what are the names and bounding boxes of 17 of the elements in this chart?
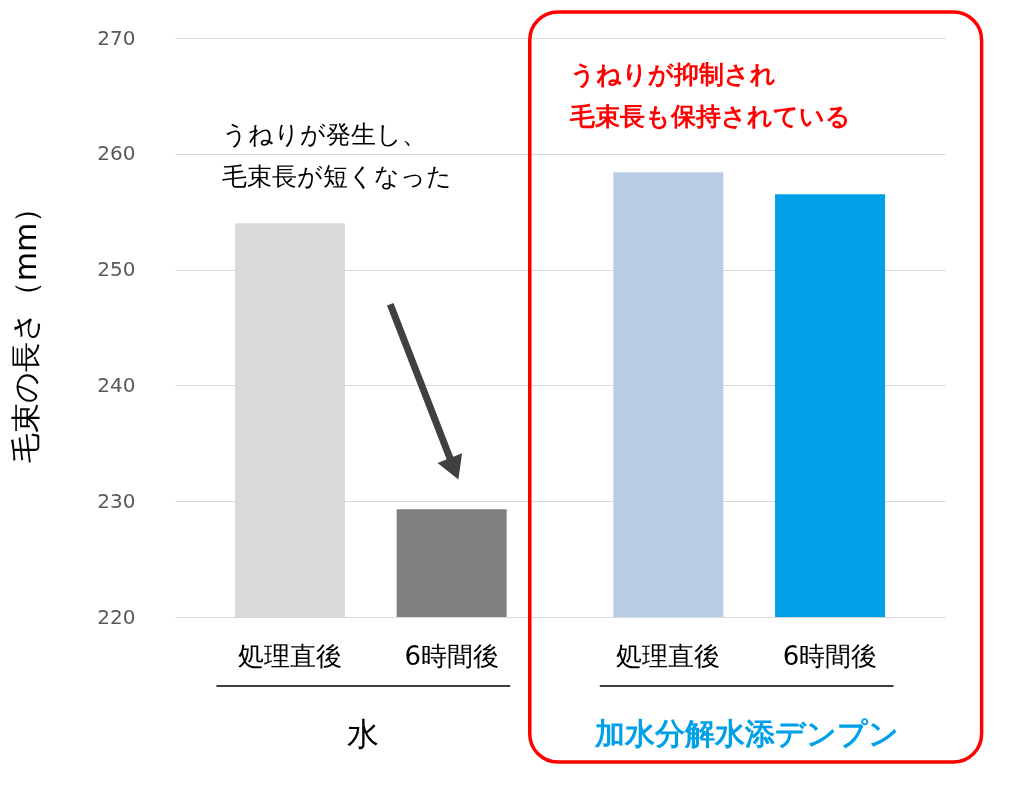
x-tick-label: 6時間後 <box>782 641 878 671</box>
y-tick-label: 230 <box>97 488 136 513</box>
x-tick-label: 処理直後 <box>237 641 342 671</box>
annotation: 毛束長が短くなった <box>222 162 452 191</box>
y-tick-label: 260 <box>97 141 136 166</box>
annotation: 毛束長も保持されている <box>569 102 851 131</box>
y-tick-label: 250 <box>97 257 136 282</box>
y-tick-label: 220 <box>97 604 136 629</box>
text: 水 <box>347 715 380 753</box>
annotation: うねりが抑制され <box>570 60 776 89</box>
y-tick-label: 240 <box>97 372 136 397</box>
x-tick-label: 6時間後 <box>404 641 499 671</box>
y-axis-title: 毛束の長さ（mm） <box>8 192 44 464</box>
y-tick-label: 270 <box>97 25 136 50</box>
annotation: うねりが発生し、 <box>222 120 427 149</box>
x-tick-label: 処理直後 <box>616 641 721 671</box>
text: 加水分解水添デンプン <box>593 716 899 751</box>
